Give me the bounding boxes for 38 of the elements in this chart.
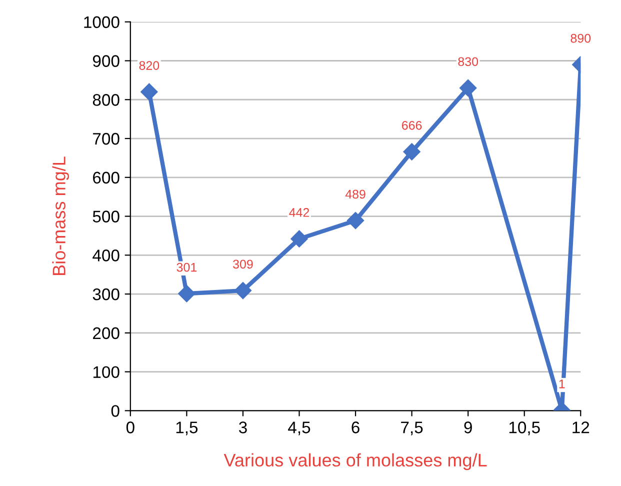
data-label: 830: [458, 57, 478, 66]
data-label: 489: [345, 190, 366, 199]
data-label: 666: [402, 120, 422, 130]
y-tick-label: 400: [92, 250, 120, 262]
data-label: 442: [289, 208, 310, 217]
point: [140, 83, 158, 100]
point: [234, 282, 252, 300]
point: [403, 143, 420, 160]
data-label: 890: [570, 34, 591, 43]
y-tick-label: 0: [111, 405, 120, 417]
point: [290, 230, 308, 248]
x-tick-label: 0: [126, 422, 134, 434]
y-axis-title: Bio-mass mg/L: [52, 156, 70, 275]
point: [178, 285, 196, 302]
x-tick-label: 12: [572, 422, 590, 434]
data-label: 820: [139, 61, 160, 70]
x-axis-title: Various values of molasses mg/L: [224, 453, 487, 470]
y-tick-label: 800: [92, 94, 120, 106]
y-tick-label: 1000: [84, 16, 120, 28]
y-tick-label: 500: [92, 210, 120, 222]
data-label: 1: [559, 380, 565, 388]
data-label: 301: [176, 262, 197, 272]
x-tick-label: 6: [352, 422, 360, 434]
x-tick-label: 3: [238, 422, 247, 434]
data-label: 309: [233, 260, 253, 269]
y-tick-label: 100: [93, 366, 120, 378]
y-tick-label: 200: [93, 327, 120, 340]
x-tick-label: 7,5: [401, 422, 423, 436]
x-tick-label: 9: [464, 422, 472, 434]
x-tick-label: 10,5: [509, 422, 540, 436]
x-tick-label: 1,5: [176, 422, 198, 436]
y-tick-label: 600: [93, 172, 120, 184]
y-tick-label: 900: [92, 55, 120, 67]
point: [460, 79, 477, 97]
point: [346, 212, 364, 230]
y-tick-label: 700: [93, 132, 120, 145]
y-tick-label: 300: [92, 288, 120, 300]
x-tick-label: 4,5: [288, 422, 310, 436]
